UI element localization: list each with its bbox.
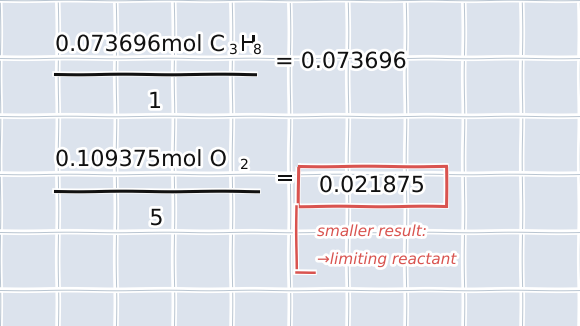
Text: 3: 3 [229, 43, 238, 57]
Text: 1: 1 [148, 92, 162, 112]
Text: = 0.073696: = 0.073696 [275, 52, 407, 72]
Bar [298, 166, 446, 206]
Text: →limiting reactant: →limiting reactant [317, 252, 456, 267]
Text: 0.109375mol O: 0.109375mol O [55, 150, 227, 170]
Text: 2: 2 [240, 158, 249, 172]
Text: H: H [240, 35, 256, 55]
Text: 8: 8 [253, 43, 262, 57]
Text: 0.021875: 0.021875 [319, 176, 425, 196]
Text: 5: 5 [150, 209, 164, 229]
Text: 0.073696mol C: 0.073696mol C [55, 35, 225, 55]
Text: smaller result:: smaller result: [317, 224, 427, 239]
Text: =: = [276, 169, 295, 189]
